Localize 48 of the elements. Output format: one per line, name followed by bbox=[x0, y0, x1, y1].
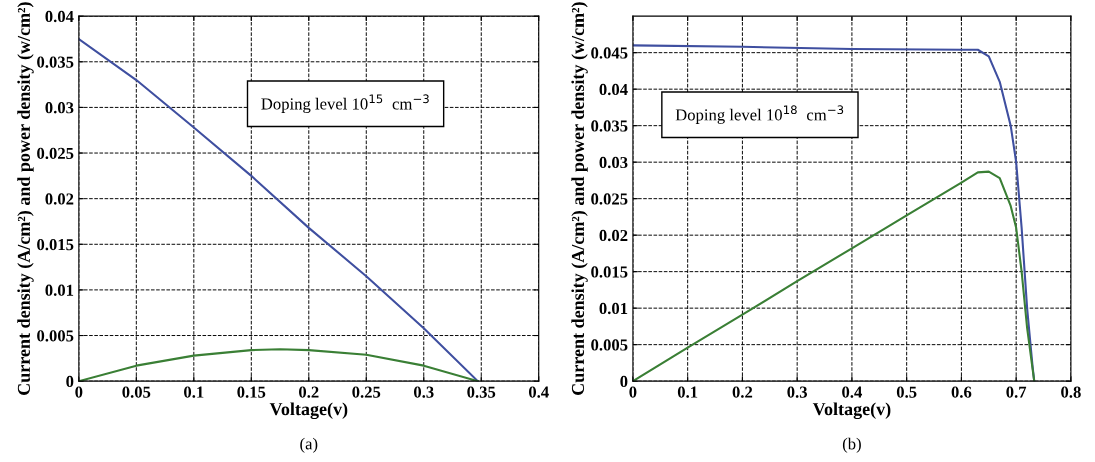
x-tick-label: 0.1 bbox=[184, 386, 204, 398]
x-tick-label: 0.6 bbox=[951, 386, 972, 398]
y-tick-label: 0 bbox=[620, 375, 628, 388]
y-tick-label: 0.025 bbox=[591, 193, 628, 205]
y-tick-label: 0.025 bbox=[37, 147, 74, 160]
y-tick-label: 0.005 bbox=[37, 330, 74, 342]
x-tick-label: 0.3 bbox=[787, 386, 808, 398]
annotation: Doping level 10$^{18}$ cm$^{−3}$ bbox=[675, 105, 844, 124]
y-tick-label: 0.015 bbox=[37, 238, 74, 251]
x-tick-label: 0.2 bbox=[732, 386, 753, 398]
y-tick-label: 0.02 bbox=[45, 193, 74, 205]
x-tick-label: 0.4 bbox=[842, 386, 863, 398]
y-tick-label: 0.04 bbox=[599, 83, 628, 96]
x-tick-label: 0.7 bbox=[1006, 386, 1027, 398]
y-tick-label: 0.03 bbox=[599, 156, 628, 169]
x-tick-label: 0 bbox=[75, 386, 83, 398]
line-series bbox=[78, 348, 479, 382]
x-tick-label: 0.2 bbox=[299, 386, 319, 398]
x-axis-title: Voltage(v) bbox=[269, 402, 348, 420]
y-tick-label: 0.03 bbox=[45, 102, 74, 114]
y-tick-label: 0.02 bbox=[599, 229, 628, 242]
x-tick-label: 0.15 bbox=[237, 386, 266, 398]
x-tick-label: 0 bbox=[629, 386, 637, 398]
annotation: Doping level 10$^{15}$ cm$^{−3}$ bbox=[261, 94, 429, 113]
line-series bbox=[632, 170, 1036, 382]
y-tick-label: 0.035 bbox=[591, 120, 628, 132]
x-tick-label: 0.3 bbox=[413, 386, 434, 398]
y-tick-label: 0.015 bbox=[591, 266, 628, 278]
x-tick-label: 0.35 bbox=[467, 386, 496, 398]
x-tick-label: 0.25 bbox=[352, 386, 381, 398]
y-tick-label: 0.01 bbox=[45, 284, 74, 296]
y-axis-title: Current density (A/cm²) and power density (w/cm²) bbox=[571, 2, 588, 395]
x-tick-label: 0.05 bbox=[122, 386, 151, 398]
y-axis-title: Current density (A/cm²) and power density (w/cm²) bbox=[17, 2, 34, 395]
x-tick-label: 0.4 bbox=[528, 386, 549, 398]
y-tick-label: 0.01 bbox=[599, 302, 628, 315]
x-tick-label: 0.5 bbox=[896, 386, 917, 398]
y-tick-label: 0.035 bbox=[37, 56, 74, 68]
y-tick-label: 0.04 bbox=[45, 10, 74, 23]
line-series bbox=[78, 37, 479, 382]
x-axis-title: Voltage(v) bbox=[812, 402, 891, 420]
y-tick-label: 0.045 bbox=[591, 47, 628, 59]
text: (a) bbox=[300, 437, 318, 453]
x-tick-label: 0.1 bbox=[677, 386, 698, 398]
y-tick-label: 0.005 bbox=[591, 339, 628, 351]
text: (b) bbox=[842, 437, 861, 453]
x-tick-label: 0.8 bbox=[1061, 386, 1081, 398]
y-tick-label: 0 bbox=[66, 375, 74, 388]
